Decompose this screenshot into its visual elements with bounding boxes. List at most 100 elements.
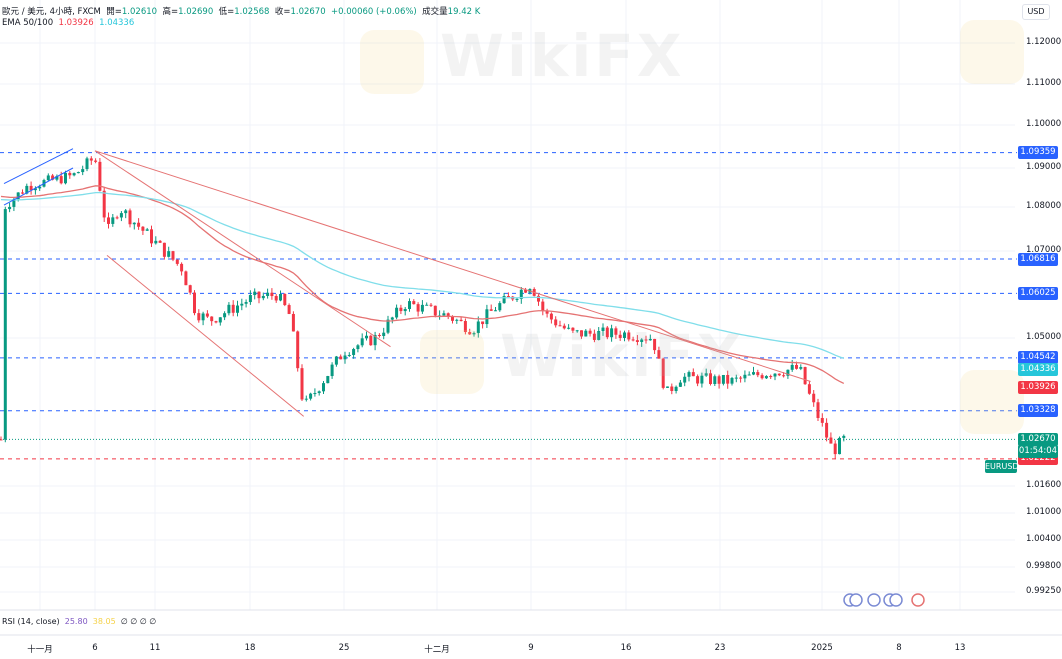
- candle-body: [700, 375, 704, 384]
- candle-body: [549, 313, 553, 320]
- price-tick: 0.99250: [1026, 586, 1062, 596]
- candle-body: [429, 304, 433, 306]
- candle-body: [76, 172, 80, 174]
- candle-body: [175, 259, 179, 264]
- price-tick: 1.05000: [1026, 332, 1062, 342]
- candle-body: [390, 317, 394, 320]
- volume-value: 19.42 K: [447, 7, 481, 17]
- candle-body: [162, 242, 166, 257]
- candle-body: [386, 319, 390, 333]
- candle-body: [291, 313, 295, 332]
- price-tick: 1.10000: [1026, 119, 1062, 129]
- candle-body: [210, 316, 214, 322]
- candle-body: [193, 292, 196, 314]
- candle-body: [515, 298, 519, 300]
- candle-body: [730, 377, 734, 384]
- candle-body: [833, 443, 837, 455]
- candle-body: [601, 327, 605, 332]
- candle-body: [640, 339, 644, 342]
- candle-body: [51, 175, 55, 180]
- currency-button[interactable]: USD: [1022, 4, 1050, 20]
- trendline: [3, 167, 74, 206]
- candle-body: [666, 386, 669, 388]
- candle-body: [287, 305, 291, 314]
- candle-body: [468, 332, 472, 335]
- candle-body: [3, 209, 7, 440]
- candle-body: [214, 321, 218, 323]
- time-tick: 8: [896, 643, 902, 653]
- candle-body: [575, 330, 579, 332]
- time-tick: 25: [338, 643, 350, 653]
- candle-body: [102, 190, 106, 218]
- candle-body: [644, 339, 648, 341]
- time-tick: 6: [92, 643, 98, 653]
- candle-body: [773, 373, 777, 377]
- candle-body: [459, 319, 463, 322]
- candle-body: [592, 333, 596, 340]
- candle-body: [59, 176, 63, 184]
- candle-body: [829, 437, 833, 444]
- watermark: WikiFX: [440, 22, 685, 90]
- candle-body: [360, 338, 364, 346]
- candle-body: [322, 383, 325, 392]
- candle-body: [752, 372, 755, 375]
- candle-body: [782, 375, 786, 377]
- candle-body: [227, 304, 231, 314]
- candle-body: [786, 369, 790, 376]
- candle-body: [498, 303, 502, 311]
- open-value: 1.02610: [121, 7, 158, 17]
- candle-body: [326, 376, 330, 384]
- rsi-value: 25.80: [64, 617, 88, 626]
- candle-body: [408, 301, 411, 310]
- candle-body: [300, 368, 304, 400]
- candle-body: [709, 373, 712, 385]
- price-tick: 1.01600: [1026, 480, 1062, 490]
- candle-body: [820, 417, 824, 423]
- candle-body: [670, 386, 674, 392]
- symbol-name[interactable]: 歐元 / 美元, 4小時, FXCM: [2, 7, 101, 17]
- ema100-tag: 1.04336: [1018, 363, 1058, 376]
- close-value: 1.02670: [290, 7, 326, 17]
- candle-body: [717, 376, 721, 384]
- trendline: [3, 148, 74, 185]
- candle-body: [562, 325, 566, 329]
- candle-body: [128, 210, 132, 225]
- candle-body: [188, 285, 192, 293]
- candle-body: [72, 173, 76, 176]
- candle-body: [842, 435, 846, 438]
- trendline: [94, 150, 391, 348]
- candle-body: [244, 302, 248, 304]
- candle-body: [433, 305, 437, 316]
- candle-body: [584, 330, 588, 337]
- price-tick: 1.09000: [1026, 162, 1062, 172]
- candle-body: [55, 176, 59, 180]
- candle-body: [89, 158, 93, 161]
- event-flag-icon: [911, 593, 925, 607]
- ema-legend[interactable]: EMA 50/100 1.03926 1.04336: [2, 18, 135, 28]
- candle-body: [38, 186, 42, 189]
- ema50-value: 1.03926: [58, 18, 94, 28]
- candle-body: [356, 345, 360, 350]
- candle-body: [119, 213, 123, 218]
- candle-body: [812, 393, 816, 403]
- high-value: 1.02690: [178, 7, 214, 17]
- candle-body: [283, 293, 287, 306]
- price-tick: 1.00400: [1026, 534, 1062, 544]
- candle-body: [726, 374, 730, 384]
- candle-body: [803, 367, 807, 385]
- candle-body: [614, 328, 618, 335]
- candle-body: [33, 188, 37, 191]
- candle-body: [769, 376, 773, 378]
- candle-body: [420, 304, 424, 312]
- rsi-legend[interactable]: RSI (14, close) 25.80 38.05 ∅ ∅ ∅ ∅: [2, 617, 157, 626]
- time-tick: 9: [528, 643, 534, 653]
- candle-body: [257, 291, 261, 299]
- ema100-value: 1.04336: [99, 18, 135, 28]
- watermark-logo: [960, 20, 1024, 84]
- candle-body: [519, 289, 523, 299]
- candle-body: [795, 364, 798, 369]
- candle-body: [610, 328, 614, 338]
- candle-body: [713, 376, 717, 385]
- candle-body: [558, 325, 562, 327]
